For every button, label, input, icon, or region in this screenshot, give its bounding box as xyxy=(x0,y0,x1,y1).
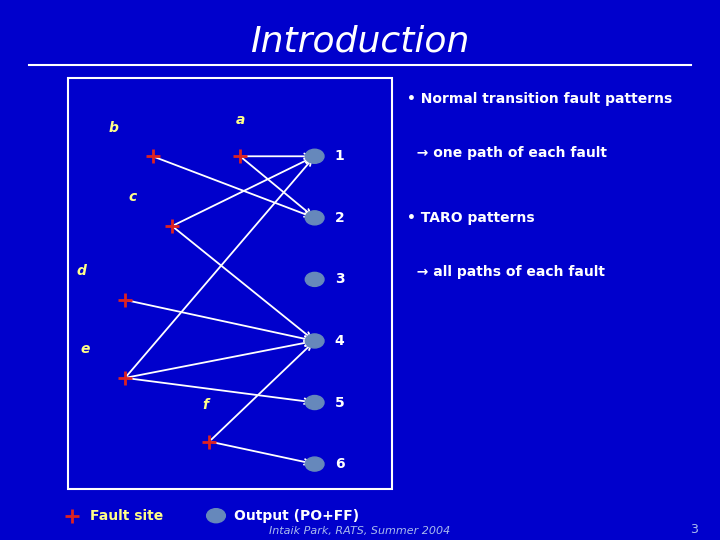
Text: 5: 5 xyxy=(335,395,345,409)
Circle shape xyxy=(305,149,324,163)
Text: 4: 4 xyxy=(335,334,345,348)
Text: 3: 3 xyxy=(690,523,698,536)
Circle shape xyxy=(305,211,324,225)
Text: 3: 3 xyxy=(335,272,344,286)
Text: 2: 2 xyxy=(335,211,345,225)
Text: Intaik Park, RATS, Summer 2004: Intaik Park, RATS, Summer 2004 xyxy=(269,525,451,536)
Text: • TARO patterns: • TARO patterns xyxy=(407,211,534,225)
Text: → all paths of each fault: → all paths of each fault xyxy=(407,265,605,279)
Text: → one path of each fault: → one path of each fault xyxy=(407,146,607,160)
Circle shape xyxy=(305,457,324,471)
Text: • Normal transition fault patterns: • Normal transition fault patterns xyxy=(407,92,672,106)
Text: Introduction: Introduction xyxy=(251,24,469,58)
Circle shape xyxy=(305,395,324,409)
Text: a: a xyxy=(235,112,245,126)
Text: Fault site: Fault site xyxy=(90,509,163,523)
Circle shape xyxy=(207,509,225,523)
Circle shape xyxy=(305,272,324,286)
Text: c: c xyxy=(128,191,137,205)
Text: Output (PO+FF): Output (PO+FF) xyxy=(234,509,359,523)
Text: f: f xyxy=(203,398,209,412)
Bar xyxy=(68,78,392,489)
Text: e: e xyxy=(81,342,90,356)
Text: 6: 6 xyxy=(335,457,344,471)
Circle shape xyxy=(305,334,324,348)
Text: d: d xyxy=(77,264,87,278)
Text: 1: 1 xyxy=(335,149,345,163)
Text: b: b xyxy=(108,120,118,134)
